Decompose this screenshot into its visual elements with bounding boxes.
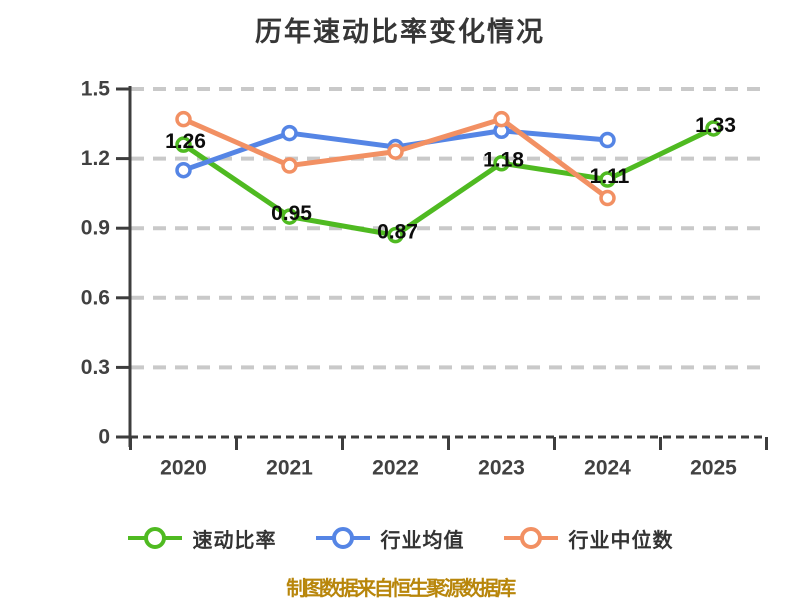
x-tick-label: 2020 bbox=[160, 456, 207, 479]
data-point-series-2 bbox=[493, 110, 510, 128]
legend-label: 速动比率 bbox=[192, 529, 277, 552]
data-point-series-1 bbox=[175, 161, 192, 179]
data-point-series-0 bbox=[705, 120, 722, 137]
x-tick-label: 2024 bbox=[584, 456, 631, 479]
chart-legend: 速动比率 行业均值 行业中位数 bbox=[0, 519, 800, 557]
y-tick-label: 0.9 bbox=[81, 217, 110, 240]
legend-marker-icon bbox=[503, 527, 558, 549]
data-point-series-0 bbox=[175, 136, 192, 153]
y-tick-label: 0.6 bbox=[81, 286, 110, 309]
legend-item-0[interactable]: 速动比率 bbox=[127, 524, 277, 553]
x-tick-label: 2023 bbox=[478, 456, 525, 479]
y-tick-label: 0.3 bbox=[81, 356, 110, 379]
legend-label: 行业中位数 bbox=[568, 529, 674, 552]
legend-item-2[interactable]: 行业中位数 bbox=[503, 524, 674, 553]
legend-item-1[interactable]: 行业均值 bbox=[315, 524, 465, 553]
data-point-series-2 bbox=[387, 143, 404, 160]
data-label: 0.95 bbox=[271, 202, 312, 225]
y-tick-label: 0 bbox=[98, 426, 110, 449]
x-tick-label: 2022 bbox=[372, 456, 419, 479]
data-point-series-0 bbox=[281, 208, 298, 225]
legend-marker-icon bbox=[315, 527, 370, 549]
data-point-series-0 bbox=[493, 154, 510, 172]
data-label: 1.26 bbox=[165, 130, 206, 153]
series-line-0 bbox=[181, 125, 716, 238]
x-tick-label: 2025 bbox=[690, 456, 737, 479]
data-label: 1.33 bbox=[695, 114, 736, 137]
data-label: 0.87 bbox=[377, 221, 418, 244]
data-point-series-1 bbox=[599, 131, 616, 149]
data-point-series-2 bbox=[599, 189, 616, 207]
data-label: 1.11 bbox=[590, 165, 630, 188]
y-tick-label: 1.5 bbox=[81, 78, 111, 101]
x-tick-label: 2021 bbox=[266, 456, 313, 479]
data-point-series-0 bbox=[599, 171, 616, 188]
data-point-series-2 bbox=[175, 110, 192, 128]
data-label: 1.18 bbox=[483, 149, 524, 172]
y-tick-label: 1.2 bbox=[81, 147, 110, 170]
data-source-note: 制图数据来自恒生聚源数据库 bbox=[286, 578, 516, 600]
chart-title: 历年速动比率变化情况 bbox=[255, 17, 545, 47]
data-point-series-1 bbox=[281, 124, 298, 142]
data-point-series-2 bbox=[281, 157, 298, 174]
legend-label: 行业均值 bbox=[380, 529, 465, 552]
data-point-series-0 bbox=[387, 226, 404, 244]
legend-marker-icon bbox=[127, 527, 182, 549]
